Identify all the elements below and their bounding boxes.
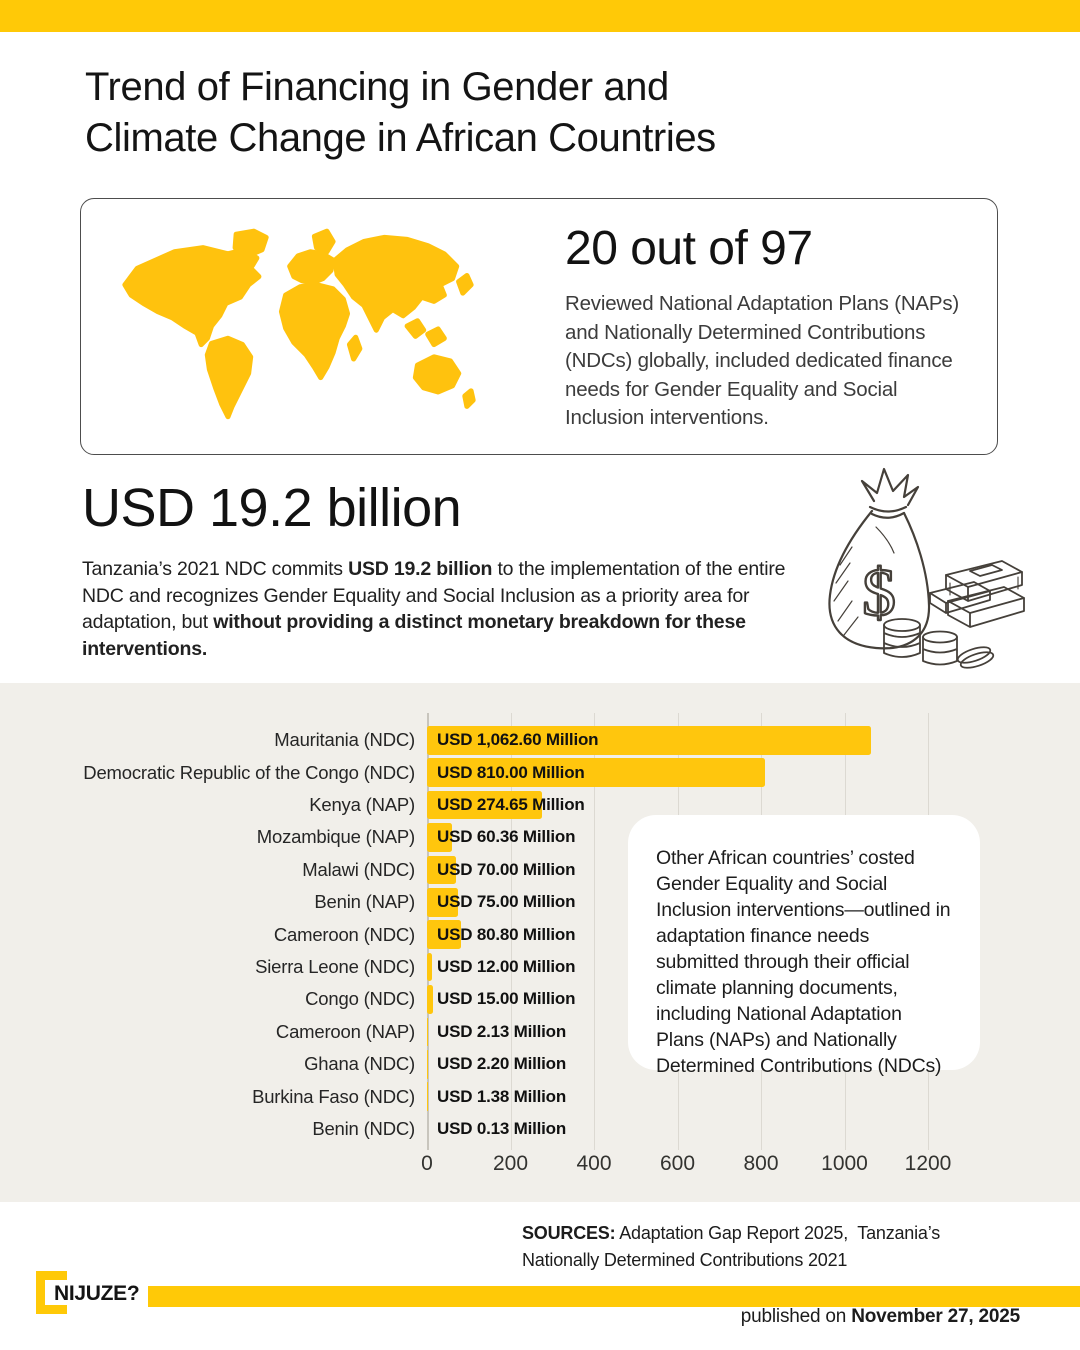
- bar-value-label: USD 80.80 Million: [437, 924, 576, 944]
- bar-category-label: Ghana (NDC): [304, 1053, 415, 1075]
- bar-category-label: Kenya (NAP): [309, 794, 415, 816]
- bar-category-label: Benin (NAP): [314, 891, 415, 913]
- published-date-value: November 27, 2025: [851, 1306, 1020, 1327]
- bar-value-label: USD 0.13 Million: [437, 1119, 567, 1139]
- published-date: published on November 27, 2025: [741, 1306, 1020, 1328]
- bar-category-label: Congo (NDC): [305, 988, 415, 1010]
- bar-value-label: USD 75.00 Million: [437, 892, 576, 912]
- x-axis-tick-label: 800: [743, 1152, 779, 1175]
- chart-annotation-text: Other African countries’ costed Gender E…: [656, 847, 951, 1077]
- bar: [427, 1082, 428, 1111]
- billion-para-bold1: USD 19.2 billion: [348, 558, 493, 580]
- brand-logo: NIJUZE?: [36, 1271, 156, 1315]
- bar-category-label: Mozambique (NAP): [256, 826, 415, 848]
- bar: [427, 952, 432, 982]
- sources-label: SOURCES:: [522, 1223, 616, 1243]
- page-title: Trend of Financing in Gender and Climate …: [85, 62, 716, 164]
- bar: [427, 855, 457, 885]
- billion-headline: USD 19.2 billion: [82, 478, 462, 538]
- page-title-line1: Trend of Financing in Gender and: [85, 65, 669, 109]
- money-bag-icon: $: [778, 455, 1026, 677]
- bar-value-label: USD 70.00 Million: [437, 859, 576, 879]
- page-title-line2: Climate Change in African Countries: [85, 116, 716, 160]
- bar-value-label: USD 274.65 Million: [437, 795, 585, 815]
- bar: [427, 888, 459, 917]
- sources-note: SOURCES: Adaptation Gap Report 2025, Tan…: [522, 1220, 1012, 1274]
- stat-card-content: 20 out of 97 Reviewed National Adaptatio…: [565, 221, 967, 433]
- svg-text:$: $: [862, 554, 896, 630]
- bar-value-label: USD 1,062.60 Million: [437, 730, 599, 750]
- bar: [427, 726, 871, 755]
- bar-category-label: Mauritania (NDC): [274, 729, 415, 751]
- chart-annotation-card: Other African countries’ costed Gender E…: [628, 815, 980, 1077]
- bar: [427, 1017, 428, 1047]
- bar-value-label: USD 15.00 Million: [437, 989, 576, 1009]
- bar: [427, 823, 453, 852]
- x-axis-tick-label: 200: [492, 1152, 529, 1175]
- stat-description: Reviewed National Adaptation Plans (NAPs…: [565, 292, 960, 429]
- stat-headline: 20 out of 97: [565, 222, 813, 275]
- gridline: [594, 713, 595, 1150]
- gridline: [510, 713, 512, 1150]
- brand-name: NIJUZE?: [54, 1282, 140, 1305]
- bar-value-label: USD 60.36 Million: [437, 827, 576, 847]
- bar-value-label: USD 2.20 Million: [437, 1054, 567, 1074]
- bar-category-label: Sierra Leone (NDC): [255, 956, 415, 978]
- x-axis-tick-label: 600: [659, 1152, 696, 1175]
- bar: [427, 790, 542, 820]
- billion-para-text1: Tanzania’s 2021 NDC commits: [82, 558, 349, 580]
- published-prefix: published on: [740, 1306, 852, 1327]
- sources-text: Adaptation Gap Report 2025, Tanzania’s N…: [522, 1223, 950, 1270]
- bar-value-label: USD 810.00 Million: [437, 762, 585, 782]
- billion-para-bold2: without providing a distinct monetary br…: [82, 611, 746, 660]
- billion-para-text2: to the implementation of the entire NDC …: [82, 558, 786, 633]
- bar-category-label: Democratic Republic of the Congo (NDC): [83, 761, 415, 783]
- brand-bracket-icon: [36, 1271, 67, 1314]
- x-axis-tick-label: 0: [421, 1152, 433, 1175]
- x-axis-tick-label: 1200: [904, 1152, 952, 1175]
- bar-value-label: USD 1.38 Million: [437, 1086, 567, 1106]
- x-axis-tick-label: 1000: [821, 1152, 868, 1175]
- bar-value-label: USD 2.13 Million: [437, 1021, 567, 1041]
- billion-paragraph: Tanzania’s 2021 NDC commits USD 19.2 bil…: [82, 556, 788, 662]
- bar-category-label: Burkina Faso (NDC): [252, 1085, 415, 1107]
- bar-chart: Mauritania (NDC) USD 1,062.60 Million Demo…: [0, 683, 1080, 1202]
- bar-category-label: Malawi (NDC): [302, 858, 415, 880]
- bar-category-label: Benin (NDC): [312, 1118, 415, 1140]
- footer-accent-bar: [148, 1286, 1080, 1307]
- x-axis-tick-label: 400: [576, 1152, 612, 1175]
- bar: [427, 985, 434, 1014]
- top-accent-bar: [0, 0, 1080, 32]
- bar-category-label: Cameroon (NAP): [275, 1020, 415, 1042]
- bar: [427, 758, 766, 787]
- bar-category-label: Cameroon (NDC): [273, 923, 415, 945]
- bar: [427, 1050, 428, 1079]
- bar-value-label: USD 12.00 Million: [437, 957, 576, 977]
- world-map-icon: [109, 223, 487, 429]
- stat-card: 20 out of 97 Reviewed National Adaptatio…: [80, 198, 998, 455]
- bar: [427, 920, 461, 949]
